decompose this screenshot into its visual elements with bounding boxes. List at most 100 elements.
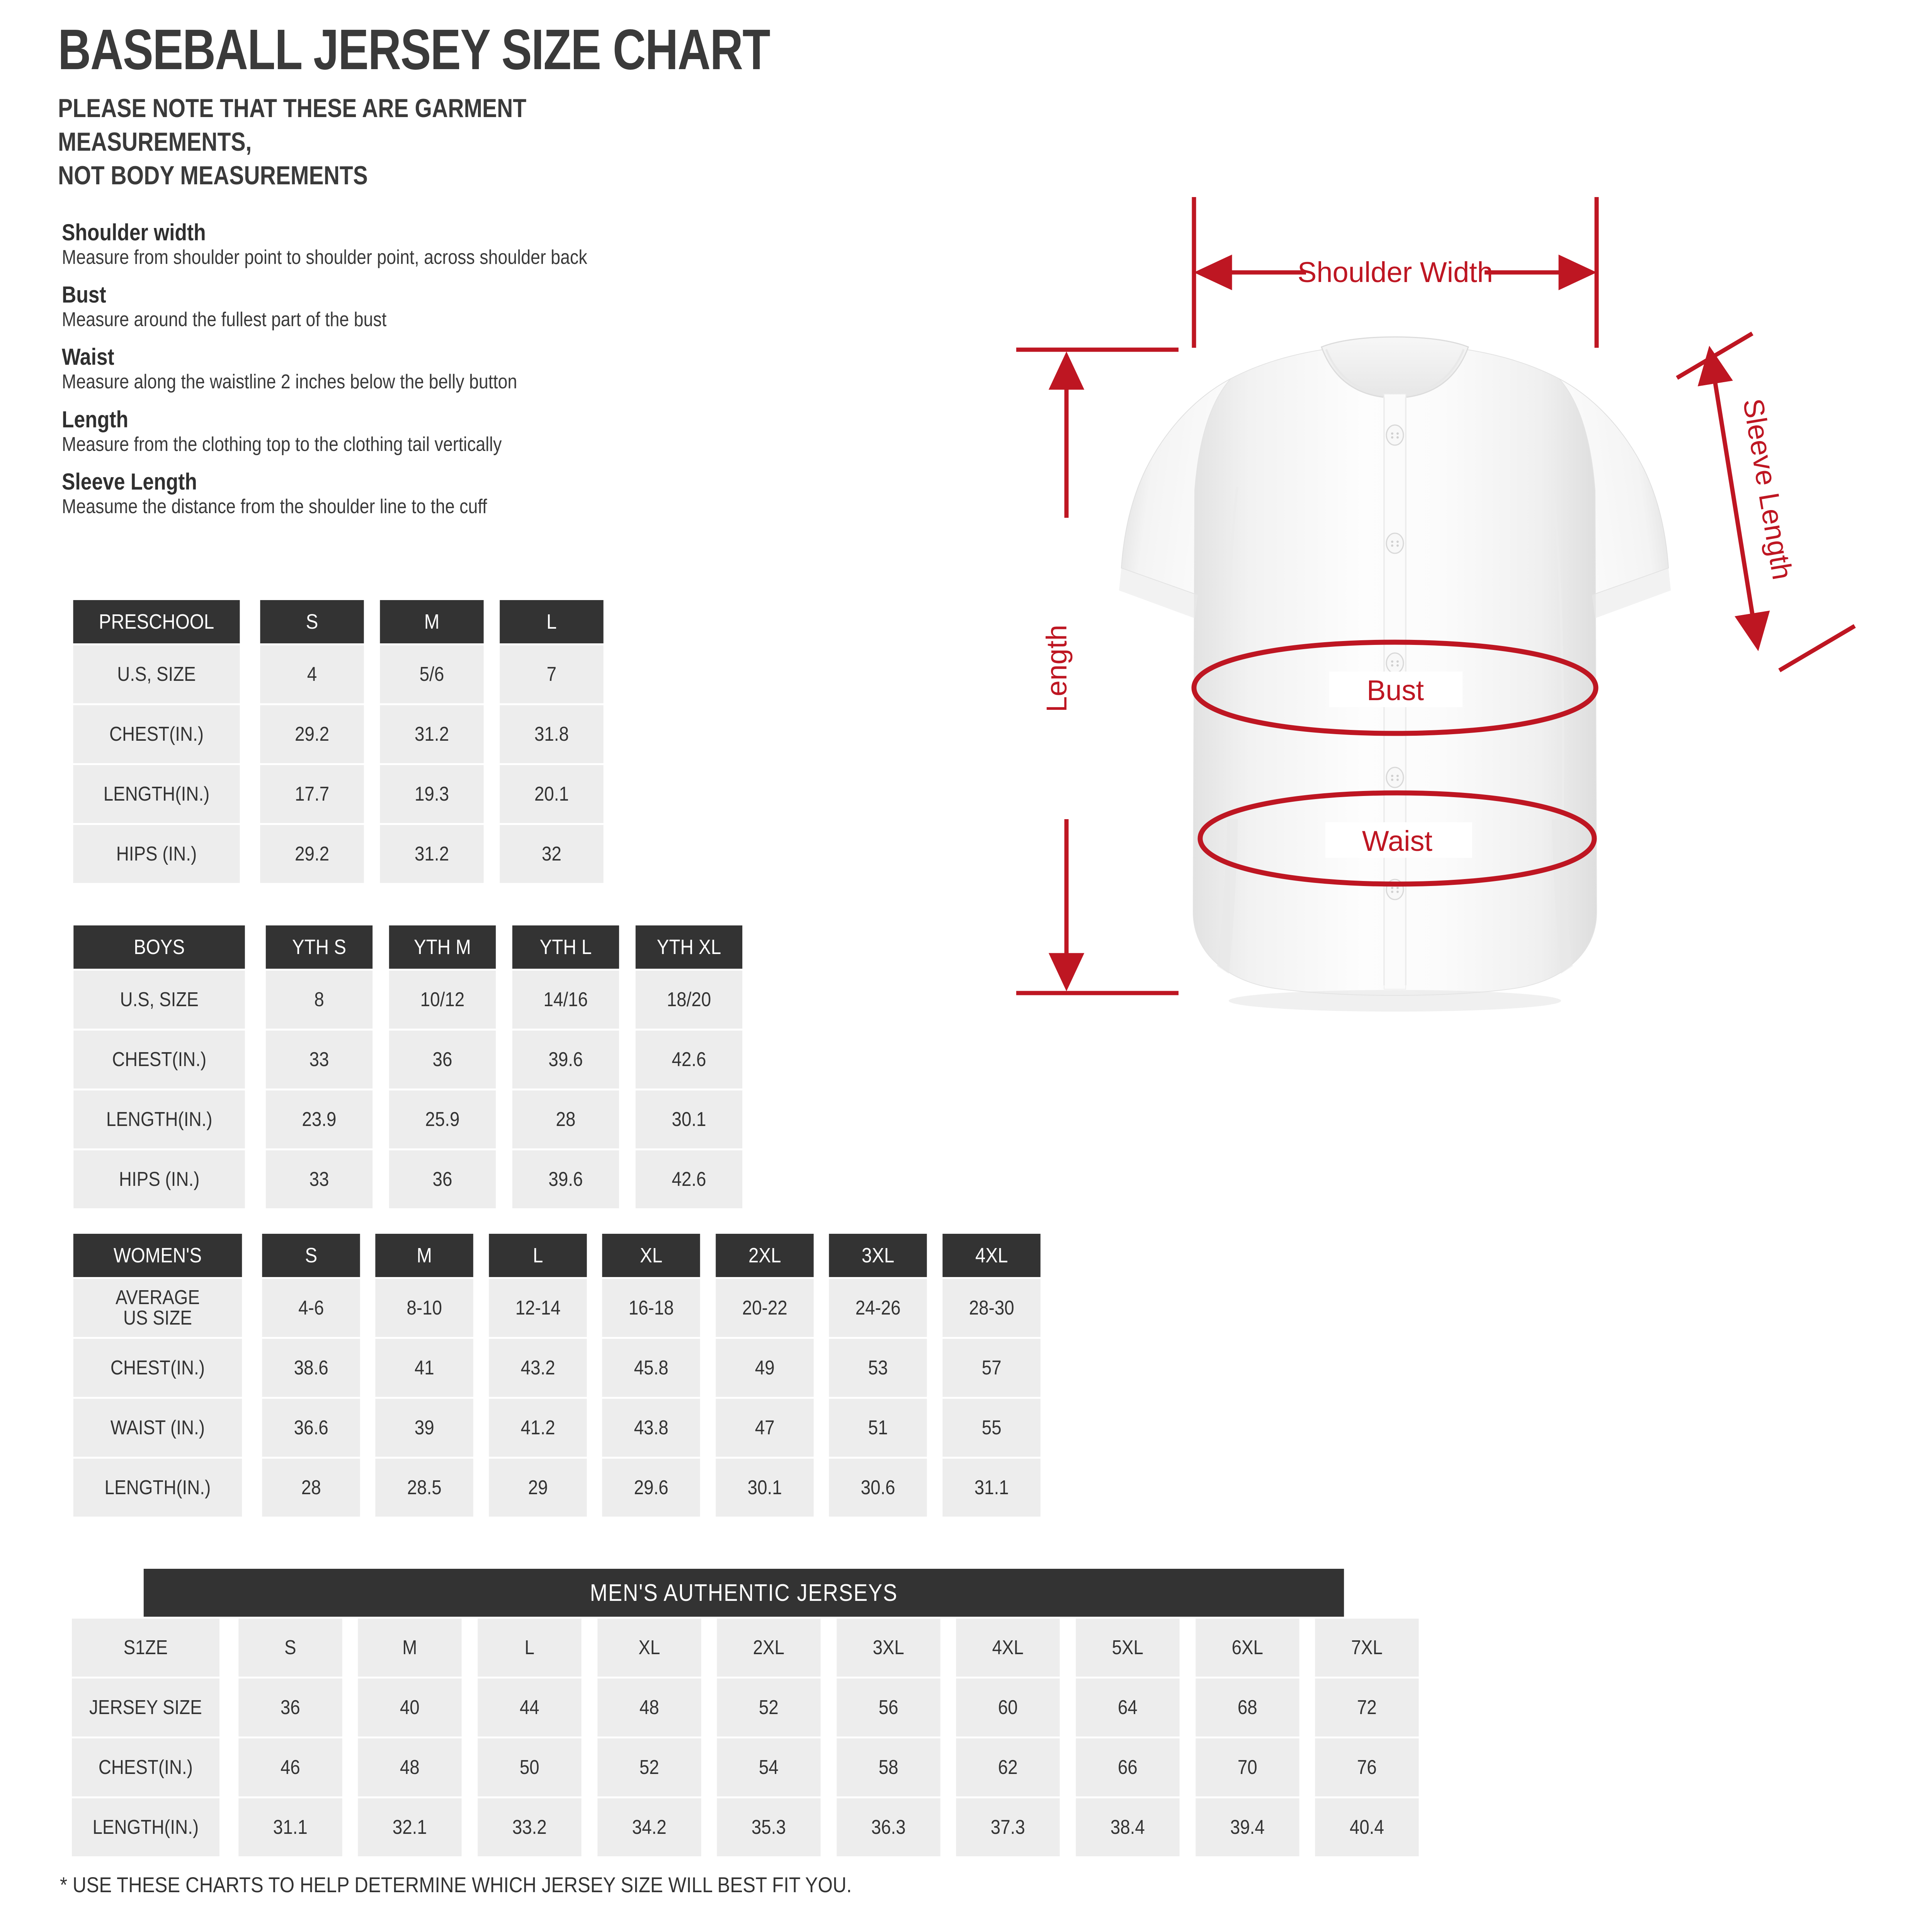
mens-table-title: MEN'S AUTHENTIC JERSEYS (143, 1569, 1344, 1617)
measurement-definitions: Shoulder width Measure from shoulder poi… (62, 220, 1028, 532)
table-cell: 64 (1076, 1679, 1180, 1736)
waist-label: Waist (1362, 825, 1433, 857)
table-cell: 29.2 (260, 825, 364, 883)
table-cell: 48 (597, 1679, 701, 1736)
subtitle-line-1: PLEASE NOTE THAT THESE ARE GARMENT MEASU… (58, 94, 527, 157)
table-cell: 40.4 (1315, 1798, 1419, 1856)
definition-bust: Bust Measure around the fullest part of … (62, 282, 1028, 331)
table-header-cell: S (238, 1619, 342, 1677)
table-header-cell: XL (597, 1619, 701, 1677)
table-cell: 36 (389, 1150, 496, 1208)
table-cell: 36.3 (837, 1798, 940, 1856)
table-cell: 7 (500, 645, 604, 703)
bust-label: Bust (1367, 674, 1424, 706)
row-label: CHEST(IN.) (72, 1738, 219, 1796)
table-cell: 24-26 (829, 1279, 927, 1337)
table-header-cell: YTH S (266, 925, 373, 969)
page-title: BASEBALL JERSEY SIZE CHART (58, 18, 770, 82)
table-header-row: WOMEN'S S M L XL 2XL 3XL 4XL (62, 1234, 1047, 1277)
table-cell: 20.1 (500, 765, 604, 823)
footnote: * USE THESE CHARTS TO HELP DETERMINE WHI… (60, 1872, 852, 1897)
table-cell: 23.9 (266, 1090, 373, 1148)
definition-length: Length Measure from the clothing top to … (62, 407, 1028, 456)
table-cell: 29 (489, 1459, 587, 1517)
table-cell: 49 (715, 1339, 814, 1397)
table-cell: 19.3 (380, 765, 484, 823)
row-label: U.S, SIZE (73, 645, 240, 703)
table-cell: 43.2 (489, 1339, 587, 1397)
page-header: BASEBALL JERSEY SIZE CHART PLEASE NOTE T… (58, 21, 1140, 192)
definition-shoulder-width: Shoulder width Measure from shoulder poi… (62, 220, 1028, 269)
table-row: CHEST(IN.) 33 36 39.6 42.6 (62, 1031, 750, 1088)
table-cell: 28.5 (375, 1459, 474, 1517)
row-label: LENGTH(IN.) (73, 765, 240, 823)
table-row: LENGTH(IN.) 23.9 25.9 28 30.1 (62, 1090, 750, 1148)
table-header-cell: XL (602, 1234, 701, 1277)
table-header-cell: 6XL (1195, 1619, 1299, 1677)
table-cell: 35.3 (717, 1798, 821, 1856)
row-label: U.S, SIZE (73, 971, 245, 1029)
definition-term: Shoulder width (62, 219, 206, 245)
table-cell: 12-14 (489, 1279, 587, 1337)
table-cell: 17.7 (260, 765, 364, 823)
definition-term: Sleeve Length (62, 468, 197, 495)
definition-description: Measure from shoulder point to shoulder … (62, 246, 587, 269)
row-label: JERSEY SIZE (72, 1679, 219, 1736)
table-cell: 41 (375, 1339, 474, 1397)
mens-table-title-row: MEN'S AUTHENTIC JERSEYS (62, 1569, 1426, 1617)
table-cell: 36 (238, 1679, 342, 1736)
table-header-cell: L (478, 1619, 582, 1677)
table-cell: 4 (260, 645, 364, 703)
table-header-cell: YTH XL (635, 925, 743, 969)
definition-term: Length (62, 406, 128, 432)
table-header-cell: 7XL (1315, 1619, 1419, 1677)
subtitle-line-2: NOT BODY MEASUREMENTS (58, 161, 368, 190)
row-label: CHEST(IN.) (73, 1031, 245, 1088)
table-header-cell: M (380, 600, 484, 643)
table-header-cell: L (489, 1234, 587, 1277)
table-cell: 25.9 (389, 1090, 496, 1148)
table-cell: 18/20 (635, 971, 743, 1029)
row-label: LENGTH(IN.) (73, 1090, 245, 1148)
table-cell: 33 (266, 1150, 373, 1208)
table-row: LENGTH(IN.) 31.1 32.1 33.2 34.2 35.3 36.… (62, 1798, 1426, 1856)
boys-size-table: BOYS YTH S YTH M YTH L YTH XL U.S, SIZE … (60, 923, 752, 1210)
table-row: JERSEY SIZE 36 40 44 48 52 56 60 64 68 7… (62, 1679, 1426, 1736)
table-header-cell: YTH L (512, 925, 619, 969)
table-cell: 32.1 (358, 1798, 462, 1856)
table-cell: 46 (238, 1738, 342, 1796)
table-cell: 20-22 (715, 1279, 814, 1337)
row-label-line-1: AVERAGE (116, 1286, 200, 1309)
sleeve-length-label: Sleeve Length (1737, 396, 1799, 582)
row-label: HIPS (IN.) (73, 825, 240, 883)
table-cell: 66 (1076, 1738, 1180, 1796)
row-label-line-2: US SIZE (123, 1307, 192, 1329)
row-label: CHEST(IN.) (73, 705, 240, 763)
table-cell: 40 (358, 1679, 462, 1736)
table-cell: 14/16 (512, 971, 619, 1029)
table-header-cell: S (260, 600, 364, 643)
table-header-cell: L (500, 600, 604, 643)
table-cell: 5/6 (380, 645, 484, 703)
table-cell: 28 (512, 1090, 619, 1148)
table-cell: 39.6 (512, 1150, 619, 1208)
table-cell: 60 (956, 1679, 1060, 1736)
table-row: LENGTH(IN.) 28 28.5 29 29.6 30.1 30.6 31… (62, 1459, 1047, 1517)
table-cell: 36 (389, 1031, 496, 1088)
page-subtitle: PLEASE NOTE THAT THESE ARE GARMENT MEASU… (58, 92, 707, 192)
table-cell: 38.6 (262, 1339, 361, 1397)
table-cell: 52 (597, 1738, 701, 1796)
length-annotation: Length (1016, 347, 1179, 995)
shoulder-width-annotation: Shoulder Width (1192, 197, 1599, 348)
table-cell: 33 (266, 1031, 373, 1088)
table-row: CHEST(IN.) 38.6 41 43.2 45.8 49 53 57 (62, 1339, 1047, 1397)
table-header-cell: S1ZE (72, 1619, 219, 1677)
definition-term: Bust (62, 282, 106, 308)
table-row: HIPS (IN.) 33 36 39.6 42.6 (62, 1150, 750, 1208)
table-cell: 8 (266, 971, 373, 1029)
table-header-cell: M (375, 1234, 474, 1277)
table-header-cell: 3XL (837, 1619, 940, 1677)
table-cell: 33.2 (478, 1798, 582, 1856)
table-cell: 10/12 (389, 971, 496, 1029)
definition-description: Measume the distance from the shoulder l… (62, 495, 487, 518)
